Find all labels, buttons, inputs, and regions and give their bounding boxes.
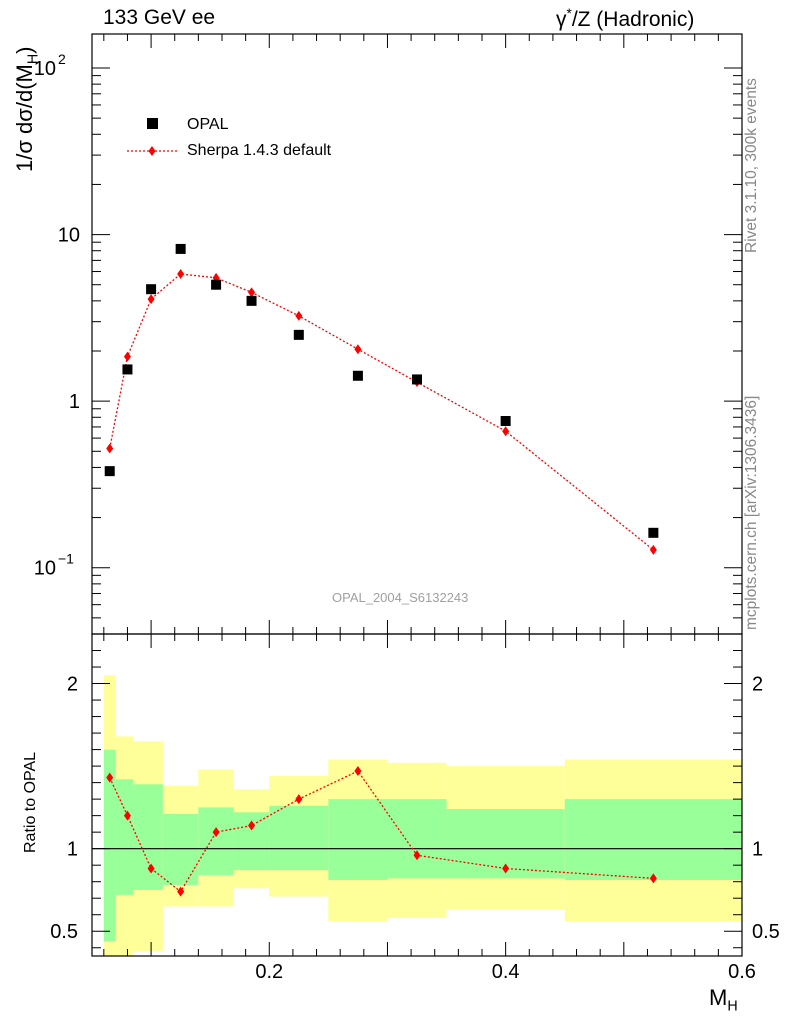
y-tick-label-ratio-left: 2 (67, 674, 78, 696)
sherpa-point (295, 310, 303, 321)
sherpa-point (177, 268, 185, 279)
x-tick-label: 0.4 (492, 961, 520, 983)
opal-point (211, 279, 222, 290)
y-axis-label-ratio: Ratio to OPAL (22, 751, 39, 853)
y-tick-label-ratio-left: 0.5 (50, 921, 78, 943)
ratio-band-inner (115, 779, 134, 895)
legend-marker-opal (147, 118, 158, 129)
sherpa-line (109, 273, 654, 551)
x-tick-label: 0.6 (728, 961, 756, 983)
y-axis-label-top: 1/σ dσ/d(MH) (12, 46, 42, 172)
sherpa-ratio-point (295, 794, 303, 805)
y-tick-label-ratio-right: 2 (752, 674, 763, 696)
ratio-band-inner (564, 799, 742, 881)
opal-point (648, 527, 659, 538)
sherpa-ratio-point (212, 827, 220, 838)
sherpa-ratio-point (502, 863, 510, 874)
opal-point (412, 374, 422, 385)
y-tick-label-ratio-right: 0.5 (752, 921, 780, 943)
ratio-band-inner (269, 805, 329, 871)
sherpa-ratio-point (354, 766, 362, 777)
sherpa-point (649, 544, 657, 555)
opal-point (146, 284, 157, 295)
sherpa-point (106, 443, 114, 454)
sherpa-ratio-point (248, 820, 256, 831)
opal-point (175, 243, 186, 254)
y-tick-label-exponent: −1 (58, 551, 74, 567)
ratio-band-inner (162, 813, 199, 885)
opal-point (352, 370, 363, 381)
ratio-band-inner (328, 799, 388, 881)
mcplots-credit-label: mcplots.cern.ch [arXiv:1306.3436] (743, 395, 760, 630)
legend-marker-sherpa (148, 146, 156, 156)
sherpa-ratio-point (177, 886, 185, 897)
opal-point (246, 295, 257, 306)
y-tick-label-top: 1 (69, 391, 80, 413)
analysis-id-label: OPAL_2004_S6132243 (332, 590, 469, 605)
y-tick-label-top: 10 (58, 225, 80, 247)
ratio-band-inner (133, 784, 163, 890)
opal-point (500, 415, 511, 426)
opal-point (122, 364, 133, 375)
opal-point (293, 329, 304, 340)
rivet-version-label: Rivet 3.1.10, 300k events (743, 78, 760, 253)
legend-label-sherpa: Sherpa 1.4.3 default (187, 142, 332, 159)
sherpa-point (123, 351, 131, 362)
sherpa-ratio-point (123, 810, 131, 821)
sherpa-ratio-point (413, 850, 421, 861)
x-axis-label: MH (709, 985, 738, 1015)
ratio-band-inner (198, 807, 234, 876)
ratio-band-inner (103, 749, 116, 942)
legend-label-opal: OPAL (187, 116, 229, 133)
header-left-label: 133 GeV ee (103, 6, 216, 29)
sherpa-point (354, 344, 362, 355)
ratio-panel-frame (91, 633, 743, 957)
sherpa-ratio-point (649, 873, 657, 884)
sherpa-ratio-point (147, 863, 155, 874)
header-right-label: γ*/Z (Hadronic) (556, 6, 695, 31)
sherpa-point (147, 294, 155, 305)
y-tick-label-ratio-right: 1 (752, 839, 763, 861)
y-tick-label-top: 10 (34, 558, 56, 580)
y-tick-label-ratio-left: 1 (67, 839, 78, 861)
sherpa-ratio-line (109, 770, 654, 893)
y-tick-label-top: 10 (34, 58, 56, 80)
y-tick-label-exponent: 2 (58, 51, 66, 67)
sherpa-point (248, 287, 256, 298)
ratio-band-inner (387, 799, 447, 879)
sherpa-point (502, 426, 510, 437)
sherpa-ratio-point (106, 772, 114, 783)
opal-point (104, 466, 115, 477)
x-tick-label: 0.2 (255, 961, 283, 983)
